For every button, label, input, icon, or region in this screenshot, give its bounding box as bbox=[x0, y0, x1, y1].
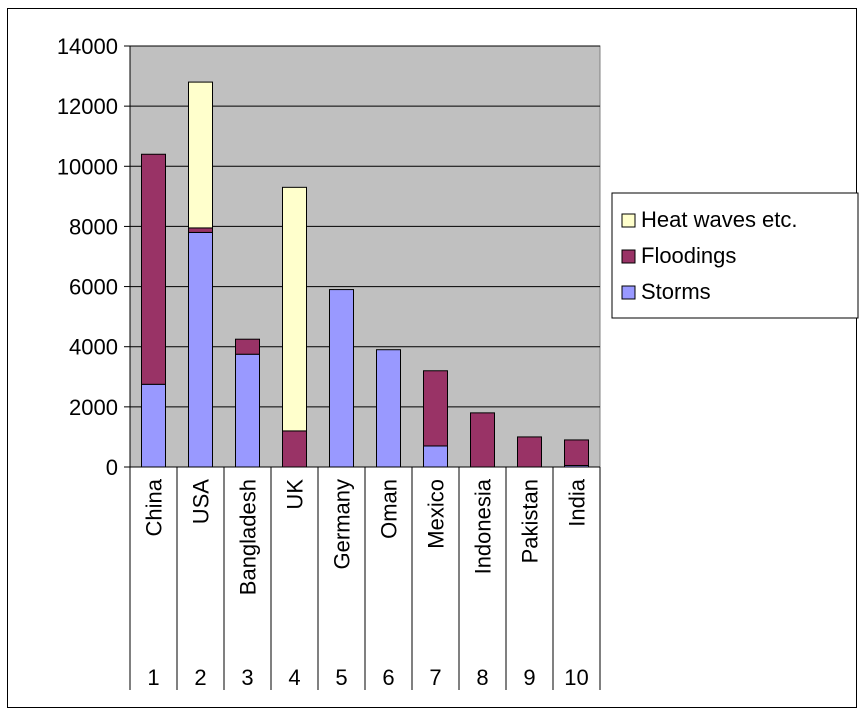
y-tick-label-14000: 14000 bbox=[57, 34, 118, 59]
bar-germany-storms bbox=[329, 289, 354, 468]
category-label-bangladesh: Bangladesh bbox=[236, 479, 261, 595]
category-label-india: India bbox=[565, 478, 590, 526]
bar-usa-heat-waves-etc bbox=[188, 81, 213, 229]
bar-uk-floodings bbox=[282, 430, 307, 468]
legend-swatch-storms bbox=[621, 285, 636, 300]
category-label-uk: UK bbox=[283, 479, 308, 510]
rank-label-4: 4 bbox=[288, 665, 300, 690]
y-tick-label-10000: 10000 bbox=[57, 154, 118, 179]
bar-indonesia-floodings bbox=[470, 412, 495, 468]
rank-label-7: 7 bbox=[429, 665, 441, 690]
y-tick-label-2000: 2000 bbox=[69, 395, 118, 420]
rank-label-1: 1 bbox=[147, 665, 159, 690]
bar-pakistan-floodings bbox=[517, 436, 542, 468]
legend-label-floodings: Floodings bbox=[641, 243, 736, 268]
legend-label-storms: Storms bbox=[641, 279, 711, 304]
legend-label-heat-waves-etc: Heat waves etc. bbox=[641, 207, 798, 232]
rank-label-8: 8 bbox=[476, 665, 488, 690]
bar-oman-storms bbox=[376, 349, 401, 468]
legend-swatch-floodings bbox=[621, 249, 636, 264]
bar-china-storms bbox=[141, 383, 166, 468]
rank-label-5: 5 bbox=[335, 665, 347, 690]
legend bbox=[611, 192, 859, 319]
bar-uk-heat-waves-etc bbox=[282, 186, 307, 432]
bar-mexico-storms bbox=[423, 445, 448, 468]
rank-label-6: 6 bbox=[382, 665, 394, 690]
legend-swatch-heat-waves-etc bbox=[621, 213, 636, 228]
y-tick-label-8000: 8000 bbox=[69, 214, 118, 239]
y-tick-label-6000: 6000 bbox=[69, 275, 118, 300]
bar-mexico-floodings bbox=[423, 370, 448, 447]
category-label-germany: Germany bbox=[330, 479, 355, 569]
category-label-oman: Oman bbox=[377, 479, 402, 539]
bar-bangladesh-floodings bbox=[235, 338, 260, 355]
rank-label-10: 10 bbox=[564, 665, 588, 690]
y-tick-label-0: 0 bbox=[106, 455, 118, 480]
bar-usa-storms bbox=[188, 231, 213, 468]
rank-label-2: 2 bbox=[194, 665, 206, 690]
rank-label-3: 3 bbox=[241, 665, 253, 690]
category-label-indonesia: Indonesia bbox=[471, 478, 496, 574]
bar-india-floodings bbox=[564, 439, 589, 466]
category-label-usa: USA bbox=[189, 479, 214, 525]
bar-usa-floodings bbox=[188, 227, 213, 233]
y-tick-label-12000: 12000 bbox=[57, 94, 118, 119]
rank-label-9: 9 bbox=[523, 665, 535, 690]
bar-bangladesh-storms bbox=[235, 353, 260, 468]
category-label-pakistan: Pakistan bbox=[518, 479, 543, 563]
category-label-mexico: Mexico bbox=[424, 479, 449, 549]
category-label-china: China bbox=[142, 478, 167, 536]
y-tick-label-4000: 4000 bbox=[69, 335, 118, 360]
bar-china-floodings bbox=[141, 153, 166, 385]
